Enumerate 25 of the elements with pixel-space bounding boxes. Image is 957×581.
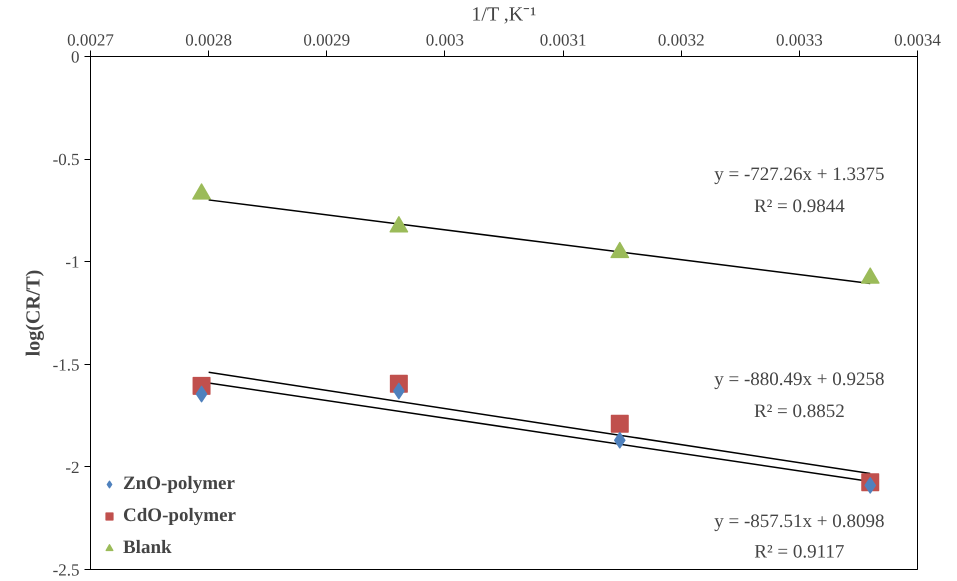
annotation: R² = 0.9844 (754, 196, 846, 217)
y-tick-label: 0 (71, 48, 80, 66)
y-tick-label: -2.5 (52, 560, 80, 580)
annotation: R² = 0.8852 (754, 400, 845, 422)
legend-label: CdO-polymer (123, 505, 236, 527)
legend-label: Blank (123, 537, 172, 559)
y-tick-label: -2 (65, 458, 80, 477)
y-axis-title: log(CR/T) (22, 270, 45, 356)
x-axis-title: 1/T ,K⁻¹ (471, 4, 536, 26)
x-tick-label: 0.0032 (658, 30, 705, 50)
x-tick-label: 0.0027 (67, 30, 114, 50)
x-tick-label: 0.0028 (185, 30, 232, 50)
x-tick-label: 0.0033 (776, 30, 823, 50)
y-tick-label: -1.5 (52, 355, 80, 374)
x-tick-label: 0.0034 (894, 30, 942, 50)
x-tick-label: 0.0031 (540, 30, 586, 50)
annotation: y = -880.49x + 0.9258 (714, 369, 884, 390)
annotation: y = -727.26x + 1.3375 (714, 164, 884, 185)
y-tick-label: -1 (65, 252, 80, 272)
x-tick-label: 0.0029 (303, 30, 350, 50)
legend-label: ZnO-polymer (123, 473, 235, 495)
y-tick-label: -0.5 (52, 150, 80, 170)
annotation: y = -857.51x + 0.8098 (714, 510, 884, 532)
annotation: R² = 0.9117 (754, 542, 844, 563)
x-tick-label: 0.003 (426, 30, 464, 50)
